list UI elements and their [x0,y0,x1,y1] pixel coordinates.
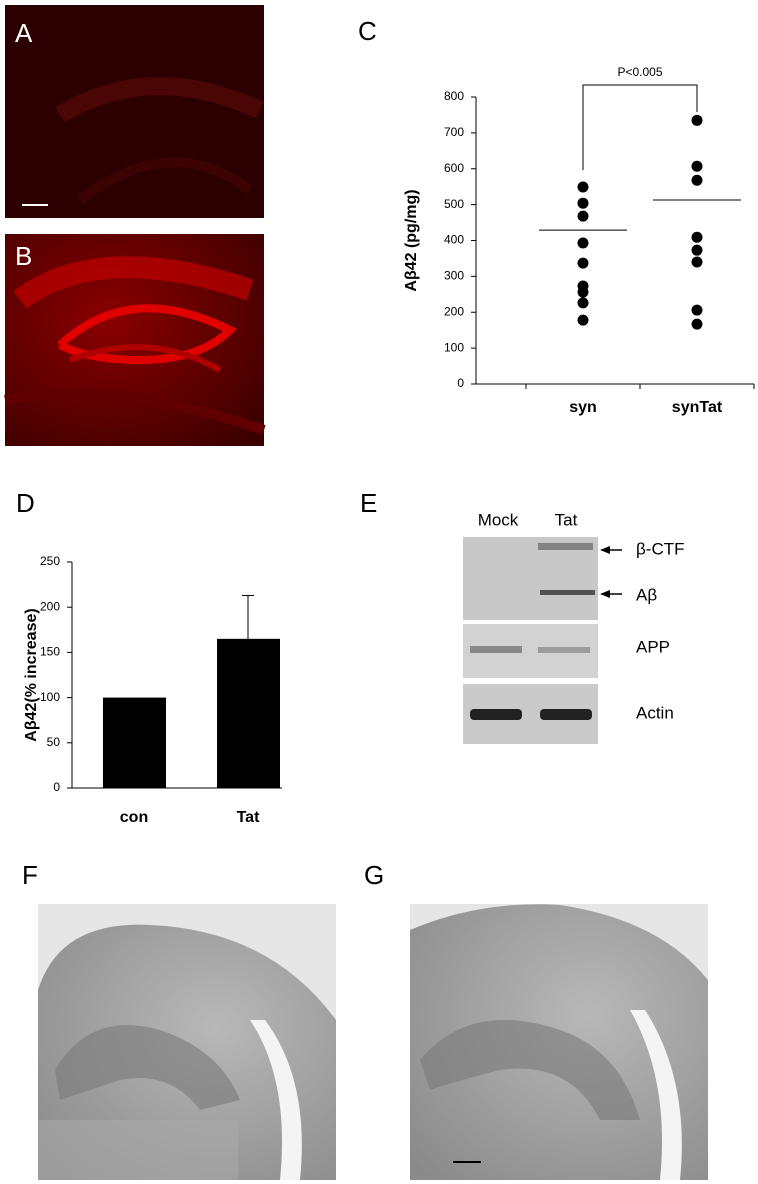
y-tick-label: 500 [444,197,464,211]
lane-label: Mock [478,510,519,529]
panel-label: E [360,488,377,518]
y-tick-label: 150 [40,645,60,659]
image-a [5,5,264,218]
panel-label: G [364,860,384,890]
x-tick-label: synTat [672,399,723,416]
dot [691,318,703,330]
band-label: Actin [636,703,674,722]
panel-label: B [15,241,32,271]
band-label: Aβ [636,585,657,604]
y-tick-label: 300 [444,269,464,283]
image-b [4,234,266,446]
dot [577,197,589,209]
dot [577,210,589,222]
y-tick-label: 100 [40,690,60,704]
y-tick-label: 0 [457,376,464,390]
dot [577,297,589,309]
band-label: β-CTF [636,539,685,558]
panel-label: A [15,18,33,48]
dot [691,244,703,256]
image-f [38,904,336,1180]
bar [217,638,280,788]
image-g [410,904,708,1180]
dot [691,160,703,172]
y-tick-label: 200 [444,304,464,318]
y-axis-label: Aβ42(% increase) [23,608,40,741]
bracket [582,84,698,170]
dot [577,181,589,193]
dot [577,237,589,249]
dot [691,256,703,268]
y-tick-label: 250 [40,554,60,568]
y-axis-label: Aβ42 (pg/mg) [403,189,420,291]
panel-label: D [16,488,35,518]
y-tick-label: 400 [444,233,464,247]
dot [577,286,589,298]
dot [691,304,703,316]
band-label: APP [636,637,670,656]
x-tick-label: syn [569,399,597,416]
blot [463,537,622,744]
y-tick-label: 600 [444,161,464,175]
y-tick-label: 0 [53,780,60,794]
dot [691,114,703,126]
y-tick-label: 100 [444,340,464,354]
dot [691,231,703,243]
x-tick-label: con [120,809,148,826]
y-tick-label: 200 [40,599,60,613]
dot [577,314,589,326]
y-tick-label: 50 [47,735,61,749]
y-tick-label: 800 [444,89,464,103]
dot [577,257,589,269]
annotation: P<0.005 [617,65,662,79]
panel-label: C [358,16,377,46]
y-tick-label: 700 [444,125,464,139]
panel-label: F [22,860,38,890]
lane-label: Tat [555,510,578,529]
dot [691,174,703,186]
bar [103,697,166,788]
x-tick-label: Tat [237,809,260,826]
